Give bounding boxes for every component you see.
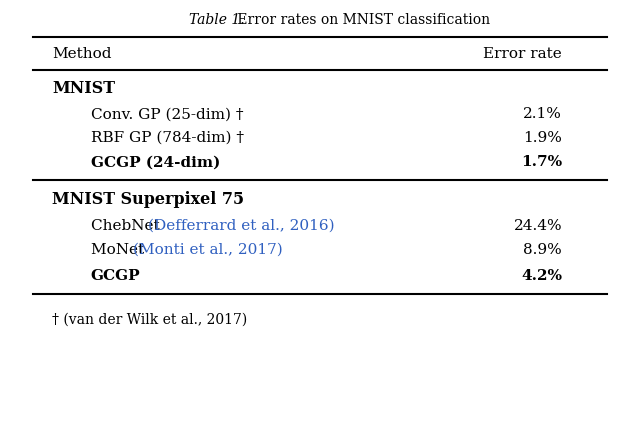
Text: Error rates on MNIST classification: Error rates on MNIST classification <box>233 14 490 27</box>
Text: (Monti et al., 2017): (Monti et al., 2017) <box>133 243 283 257</box>
Text: 4.2%: 4.2% <box>521 269 562 282</box>
Text: Error rate: Error rate <box>483 47 562 61</box>
Text: MoNet: MoNet <box>91 243 148 257</box>
Text: RBF GP (784-dim) †: RBF GP (784-dim) † <box>91 131 244 145</box>
Text: † (van der Wilk et al., 2017): † (van der Wilk et al., 2017) <box>52 313 248 327</box>
Text: 8.9%: 8.9% <box>524 243 562 257</box>
Text: GCGP: GCGP <box>91 269 140 282</box>
Text: MNIST Superpixel 75: MNIST Superpixel 75 <box>52 191 244 208</box>
Text: 24.4%: 24.4% <box>513 219 562 233</box>
Text: (Defferrard et al., 2016): (Defferrard et al., 2016) <box>148 219 334 233</box>
Text: 1.7%: 1.7% <box>521 155 562 169</box>
Text: Method: Method <box>52 47 112 61</box>
Text: ChebNet: ChebNet <box>91 219 164 233</box>
Text: 2.1%: 2.1% <box>524 107 562 121</box>
Text: Table 1.: Table 1. <box>189 14 245 27</box>
Text: MNIST: MNIST <box>52 81 115 98</box>
Text: GCGP (24-dim): GCGP (24-dim) <box>91 155 220 169</box>
Text: 1.9%: 1.9% <box>524 131 562 145</box>
Text: Conv. GP (25-dim) †: Conv. GP (25-dim) † <box>91 107 243 121</box>
